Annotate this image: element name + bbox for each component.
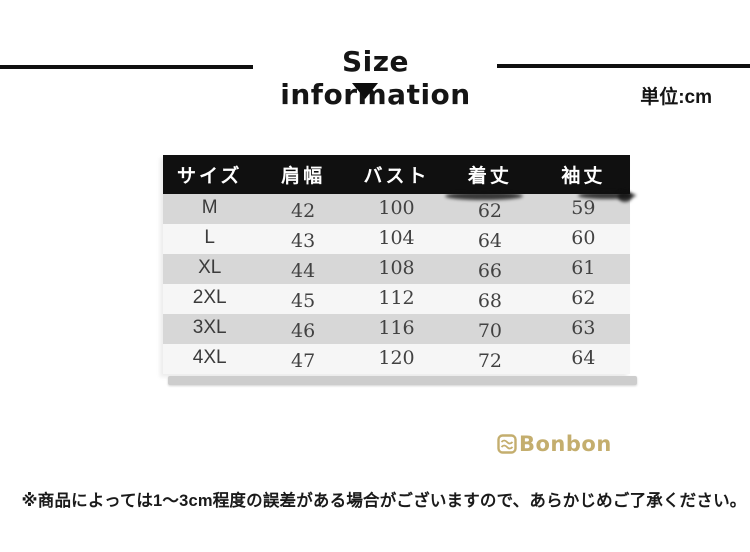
- value-cell: 64: [477, 230, 503, 252]
- title-divider-left: [0, 65, 253, 69]
- header-shadow-smudge: [445, 192, 523, 200]
- title-divider-right: [497, 64, 750, 68]
- size-table: サイズ 肩幅 バスト 着丈 袖丈 M 42 100 62 59 L 43 104 64 60 XL 44 108…: [163, 155, 636, 374]
- value-cell: 72: [477, 350, 503, 372]
- size-cell: 3XL: [192, 317, 227, 338]
- value-cell: 45: [291, 290, 316, 312]
- header-shadow-smudge: [618, 191, 632, 202]
- value-cell: 100: [378, 197, 415, 219]
- value-cell: 64: [571, 347, 596, 369]
- size-cell: 4XL: [192, 347, 227, 368]
- brand-emblem-icon: [497, 434, 517, 454]
- table-row: M 42 100 62 59: [163, 194, 630, 224]
- header-cell: 袖丈: [561, 166, 606, 187]
- footer-note: ※商品によっては1〜3cm程度の誤差がある場合がございますので、あらかじめご了承…: [21, 492, 747, 510]
- size-cell: M: [201, 197, 218, 218]
- table-row: 4XL 47 120 72 64: [163, 344, 630, 374]
- value-cell: 44: [291, 260, 316, 282]
- table-row: 3XL 46 116 70 63: [163, 314, 630, 344]
- table-row: XL 44 108 66 61: [163, 254, 630, 284]
- size-table-header: サイズ 肩幅 バスト 着丈 袖丈: [163, 155, 636, 202]
- value-cell: 62: [571, 287, 596, 309]
- header-cell: 肩幅: [281, 166, 326, 187]
- value-cell: 66: [477, 260, 503, 282]
- value-cell: 46: [291, 320, 316, 342]
- size-cell: L: [204, 227, 215, 248]
- unit-label: 単位:cm: [640, 87, 712, 108]
- value-cell: 62: [477, 200, 503, 222]
- value-cell: 61: [571, 257, 596, 279]
- value-cell: 112: [378, 287, 415, 309]
- header-cell: サイズ: [176, 166, 243, 187]
- value-cell: 63: [571, 317, 596, 339]
- size-cell: 2XL: [192, 287, 227, 308]
- size-cell: XL: [198, 257, 222, 278]
- value-cell: 108: [378, 257, 415, 279]
- page-title: Size information: [280, 45, 471, 111]
- header-cell: 着丈: [467, 166, 512, 187]
- value-cell: 47: [291, 350, 316, 372]
- size-table-body: M 42 100 62 59 L 43 104 64 60 XL 44 108 66 61 2XL 45 112 6…: [163, 194, 630, 374]
- value-cell: 120: [378, 347, 415, 369]
- value-cell: 70: [477, 320, 503, 342]
- value-cell: 116: [378, 317, 415, 339]
- value-cell: 59: [571, 197, 596, 219]
- table-drop-shadow: [168, 376, 637, 385]
- table-row: L 43 104 64 60: [163, 224, 630, 254]
- brand-logo: Bonbon: [497, 432, 612, 456]
- brand-name: Bonbon: [519, 432, 612, 456]
- header-shadow-smudge: [578, 192, 636, 199]
- table-row: 2XL 45 112 68 62: [163, 284, 630, 314]
- value-cell: 60: [571, 227, 596, 249]
- value-cell: 68: [477, 290, 503, 312]
- value-cell: 42: [291, 200, 316, 222]
- header-cell: バスト: [363, 166, 430, 187]
- down-triangle-icon: [352, 83, 378, 99]
- value-cell: 43: [291, 230, 316, 252]
- value-cell: 104: [378, 227, 415, 249]
